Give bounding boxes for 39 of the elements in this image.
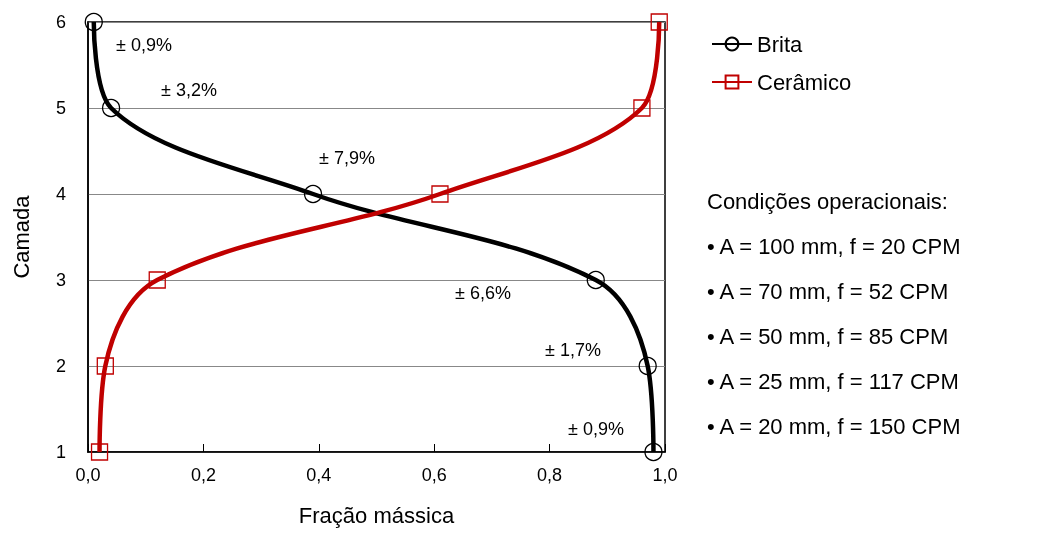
y-tick-label: 3 (55, 270, 66, 290)
y-axis-title: Camada (8, 194, 34, 279)
x-tick-label: 0,0 (75, 465, 101, 485)
y-tick-label: 5 (55, 98, 66, 118)
text: • A = 50 mm, f = 85 CPM (707, 323, 949, 349)
point (633, 99, 651, 117)
legend-label: Brita (757, 31, 803, 57)
x-tick-label: 0,6 (421, 465, 447, 485)
x-axis-title: Fração mássica (298, 502, 455, 528)
y-tick-label: 1 (55, 442, 66, 462)
text: • A = 20 mm, f = 150 CPM (707, 413, 961, 439)
x-tick-label: 0,8 (537, 465, 563, 485)
annotation: ± 7,9% (319, 148, 375, 168)
point (303, 184, 323, 204)
x-tick-label: 0,4 (306, 465, 332, 485)
point (101, 98, 121, 118)
point (638, 356, 657, 376)
text: • A = 100 mm, f = 20 CPM (707, 233, 961, 259)
text: • A = 70 mm, f = 52 CPM (707, 278, 949, 304)
annotation: ± 1,7% (545, 340, 601, 360)
x-tick-label: 0,2 (190, 465, 216, 485)
legend-label: Cerâmico (757, 69, 852, 95)
point (90, 443, 109, 461)
x-tick-label: 1,0 (652, 465, 678, 485)
y-tick-label: 6 (55, 12, 66, 32)
point (431, 185, 449, 203)
point (586, 270, 605, 290)
point (650, 13, 668, 31)
text: • A = 25 mm, f = 117 CPM (707, 368, 959, 394)
point (96, 357, 114, 375)
point (84, 12, 103, 32)
y-tick-label: 4 (55, 184, 66, 204)
annotation: ± 6,6% (455, 283, 511, 303)
y-tick-label: 2 (55, 356, 66, 376)
point (148, 271, 166, 289)
annotation: ± 3,2% (161, 80, 217, 100)
annotation: ± 0,9% (568, 419, 624, 439)
text: Condições operacionais: (707, 188, 948, 214)
annotation: ± 0,9% (116, 35, 172, 55)
